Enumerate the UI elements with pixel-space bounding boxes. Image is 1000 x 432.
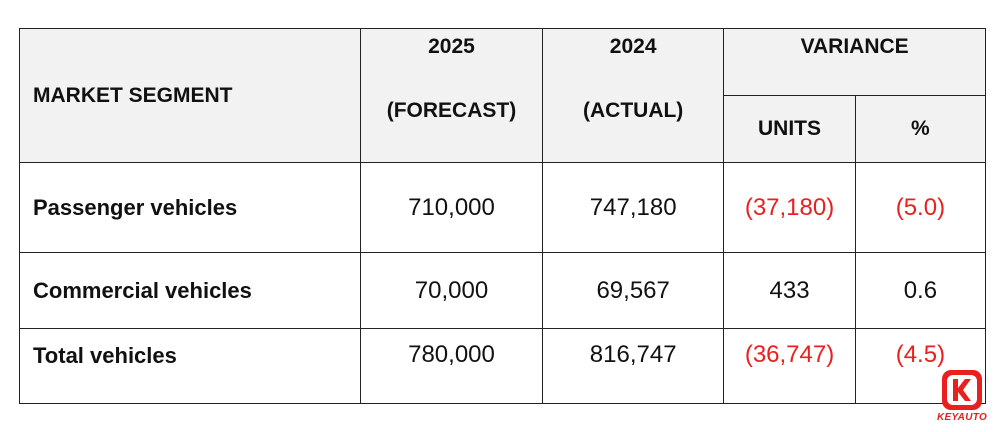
header-market-segment-label: MARKET SEGMENT [33, 83, 233, 107]
actual-cell: 69,567 [542, 252, 725, 329]
keyauto-logo-text: KEYAUTO [936, 412, 988, 423]
header-2025-forecast: 2025 (FORECAST) [359, 28, 544, 163]
variance-percent-cell: (5.0) [854, 162, 987, 253]
header-2025-year: 2025 [428, 35, 475, 58]
header-variance: VARIANCE [723, 28, 986, 96]
header-2024-actual: 2024 (ACTUAL) [542, 28, 725, 163]
row-label: Total vehicles [19, 328, 361, 404]
header-units-label: UNITS [758, 117, 822, 140]
header-variance-units: UNITS [723, 95, 856, 163]
row-label: Passenger vehicles [19, 162, 361, 253]
header-2025-forecast-label: (FORECAST) [386, 99, 517, 122]
forecast-cell: 780,000 [359, 328, 544, 404]
header-2024-actual-label: (ACTUAL) [583, 99, 684, 122]
table-row: Passenger vehicles 710,000 747,180 (37,1… [19, 162, 987, 253]
variance-units-cell: (37,180) [723, 162, 856, 253]
vehicle-sales-table: MARKET SEGMENT 2025 (FORECAST) 2024 (ACT… [19, 28, 987, 404]
vehicle-sales-table-container: MARKET SEGMENT 2025 (FORECAST) 2024 (ACT… [19, 28, 987, 404]
header-variance-label: VARIANCE [800, 35, 909, 58]
variance-units-cell: 433 [723, 252, 856, 329]
variance-percent-cell: 0.6 [854, 252, 987, 329]
header-percent-label: % [911, 117, 930, 140]
keyauto-logo-icon [942, 370, 982, 410]
forecast-cell: 710,000 [359, 162, 544, 253]
forecast-cell: 70,000 [359, 252, 544, 329]
header-2024-year: 2024 [609, 35, 657, 58]
table-row: Commercial vehicles 70,000 69,567 433 0.… [19, 252, 987, 329]
header-variance-percent: % [854, 95, 987, 163]
row-label: Commercial vehicles [19, 252, 361, 329]
keyauto-logo: KEYAUTO [934, 368, 990, 428]
actual-cell: 747,180 [542, 162, 725, 253]
actual-cell: 816,747 [542, 328, 725, 404]
header-market-segment: MARKET SEGMENT [19, 28, 361, 163]
table-row: Total vehicles 780,000 816,747 (36,747) … [19, 328, 987, 404]
variance-units-cell: (36,747) [723, 328, 856, 404]
